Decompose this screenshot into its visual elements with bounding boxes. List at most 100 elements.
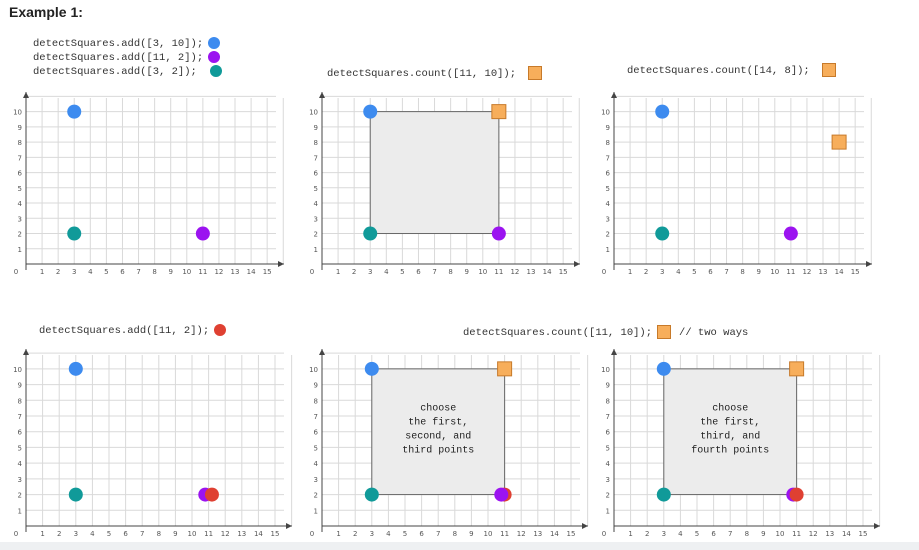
x-tick-label: 12 <box>214 268 223 276</box>
x-tick-label: 12 <box>221 530 230 538</box>
x-tick-label: 4 <box>90 530 95 538</box>
x-tick-label: 15 <box>851 268 860 276</box>
y-tick-label: 6 <box>314 170 319 178</box>
y-tick-label: 7 <box>314 154 318 162</box>
red-point <box>789 487 804 502</box>
x-tick-label: 6 <box>419 530 424 538</box>
teal-point <box>363 226 378 241</box>
x-tick-label: 6 <box>708 268 713 276</box>
y-tick-label: 9 <box>314 124 318 132</box>
y-tick-label: 1 <box>314 246 318 254</box>
x-tick-label: 11 <box>786 268 795 276</box>
origin-label: 0 <box>602 268 606 276</box>
caption-count-2-text: detectSquares.count([14, 8]); <box>627 64 810 77</box>
query-point-square <box>491 104 507 120</box>
x-tick-label: 1 <box>336 268 340 276</box>
y-axis-arrow-icon <box>611 349 617 355</box>
x-tick-label: 7 <box>728 530 732 538</box>
query-point-square <box>789 361 805 377</box>
blue-point <box>67 104 82 119</box>
x-tick-label: 6 <box>123 530 128 538</box>
y-tick-label: 10 <box>601 109 610 117</box>
y-tick-label: 8 <box>606 397 610 405</box>
x-tick-label: 8 <box>157 530 161 538</box>
detected-square <box>663 368 798 496</box>
y-tick-label: 3 <box>606 215 610 223</box>
purple-point <box>491 226 506 241</box>
caption-add-1: detectSquares.add([3, 10]); <box>33 37 221 51</box>
x-tick-label: 7 <box>436 530 440 538</box>
x-tick-label: 11 <box>792 530 801 538</box>
y-tick-label: 9 <box>18 124 22 132</box>
square-label-line: second, and <box>405 431 471 443</box>
x-tick-label: 8 <box>453 530 457 538</box>
x-tick-label: 10 <box>478 268 487 276</box>
caption-count-3-text: detectSquares.count([11, 10]); <box>463 326 653 339</box>
x-axis-arrow-icon <box>582 523 588 529</box>
x-tick-label: 4 <box>88 268 93 276</box>
y-tick-label: 10 <box>309 109 318 117</box>
caption-count-1: detectSquares.count([11, 10]); <box>327 66 543 81</box>
x-tick-label: 13 <box>237 530 246 538</box>
y-tick-label: 4 <box>606 200 611 208</box>
y-tick-label: 1 <box>18 246 22 254</box>
x-tick-label: 8 <box>152 268 156 276</box>
red-point <box>204 487 219 502</box>
y-tick-label: 5 <box>606 444 610 452</box>
y-tick-label: 8 <box>606 139 610 147</box>
teal-point <box>656 487 671 502</box>
blue-point <box>68 361 83 376</box>
y-tick-label: 7 <box>18 413 22 421</box>
x-tick-label: 1 <box>40 530 44 538</box>
blue-dot-icon <box>208 37 221 49</box>
x-tick-label: 4 <box>384 268 389 276</box>
x-tick-label: 3 <box>660 268 664 276</box>
x-tick-label: 14 <box>842 530 851 538</box>
y-tick-label: 2 <box>18 231 22 239</box>
purple-dot-icon <box>208 51 221 63</box>
x-tick-label: 12 <box>802 268 811 276</box>
y-tick-label: 7 <box>18 154 22 162</box>
x-tick-label: 6 <box>416 268 421 276</box>
y-tick-label: 7 <box>606 154 610 162</box>
plot-5: 1 2 3 4 5 6 7 8 9 10 11 12 13 14 15123456789100chooset… <box>309 349 589 538</box>
bottom-bar <box>0 542 919 550</box>
caption-add-2-text: detectSquares.add([11, 2]); <box>33 51 204 64</box>
x-tick-label: 2 <box>57 530 61 538</box>
x-tick-label: 3 <box>72 268 76 276</box>
x-tick-label: 5 <box>695 530 699 538</box>
y-tick-label: 2 <box>606 231 610 239</box>
x-tick-label: 9 <box>464 268 468 276</box>
y-tick-label: 9 <box>606 124 610 132</box>
origin-label: 0 <box>602 530 606 538</box>
x-tick-label: 3 <box>74 530 78 538</box>
x-axis-arrow-icon <box>286 523 292 529</box>
x-tick-label: 14 <box>254 530 263 538</box>
x-tick-label: 15 <box>263 268 272 276</box>
x-tick-label: 2 <box>56 268 60 276</box>
y-tick-label: 5 <box>18 444 22 452</box>
square-label-line: choose <box>712 403 748 415</box>
y-tick-label: 10 <box>13 366 22 374</box>
x-tick-label: 12 <box>517 530 526 538</box>
y-tick-label: 7 <box>314 413 318 421</box>
y-axis-arrow-icon <box>23 92 29 98</box>
x-tick-label: 9 <box>173 530 177 538</box>
purple-point <box>783 226 798 241</box>
x-tick-label: 10 <box>484 530 493 538</box>
x-tick-label: 15 <box>559 268 568 276</box>
teal-dot-icon <box>209 65 222 77</box>
caption-add-3: detectSquares.add([3, 2]); <box>33 65 222 79</box>
x-tick-label: 11 <box>198 268 207 276</box>
caption-add-3-text: detectSquares.add([3, 2]); <box>33 65 197 78</box>
x-tick-label: 9 <box>761 530 765 538</box>
purple-point <box>195 226 210 241</box>
blue-point <box>656 361 671 376</box>
query-point-square <box>497 361 513 377</box>
x-tick-label: 5 <box>403 530 407 538</box>
x-tick-label: 7 <box>432 268 436 276</box>
x-tick-label: 5 <box>400 268 404 276</box>
x-tick-label: 1 <box>40 268 44 276</box>
y-tick-label: 2 <box>314 231 318 239</box>
